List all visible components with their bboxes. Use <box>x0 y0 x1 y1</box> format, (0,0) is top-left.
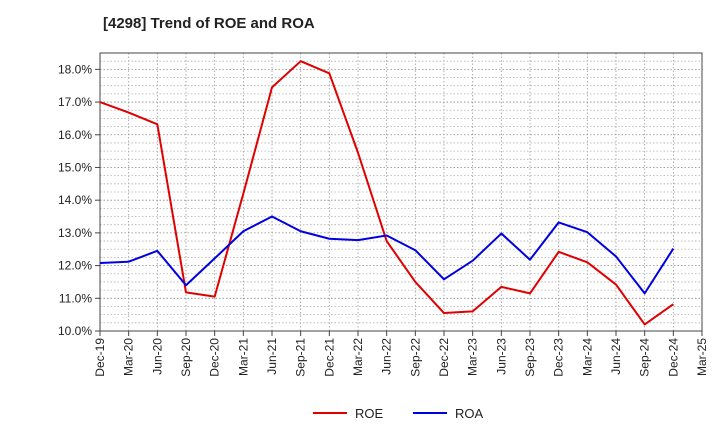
y-tick-label: 16.0% <box>58 128 92 142</box>
x-tick-label: Jun-20 <box>150 338 164 375</box>
y-tick-label: 12.0% <box>58 259 92 273</box>
x-tick-label: Sep-24 <box>638 338 652 377</box>
x-tick-label: Jun-22 <box>380 338 394 375</box>
x-tick-label: Dec-20 <box>208 338 222 377</box>
y-tick-label: 10.0% <box>58 324 92 338</box>
x-tick-label: Sep-21 <box>294 338 308 377</box>
x-tick-label: Jun-24 <box>609 338 623 375</box>
x-tick-label: Dec-22 <box>437 338 451 377</box>
x-tick-label: Jun-23 <box>494 338 508 375</box>
x-tick-label: Sep-20 <box>179 338 193 377</box>
y-tick-label: 13.0% <box>58 226 92 240</box>
x-tick-label: Dec-21 <box>322 338 336 377</box>
x-tick-label: Dec-24 <box>666 338 680 377</box>
y-tick-label: 18.0% <box>58 62 92 76</box>
x-tick-label: Sep-23 <box>523 338 537 377</box>
x-tick-label: Sep-22 <box>408 338 422 377</box>
x-tick-label: Mar-23 <box>466 338 480 376</box>
x-tick-label: Jun-21 <box>265 338 279 375</box>
y-tick-label: 15.0% <box>58 160 92 174</box>
legend-label-roa: ROA <box>455 406 484 421</box>
x-tick-label: Mar-22 <box>351 338 365 376</box>
series-line-roa <box>99 215 675 295</box>
legend-label-roe: ROE <box>355 406 384 421</box>
y-tick-label: 14.0% <box>58 193 92 207</box>
chart-title: [4298] Trend of ROE and ROA <box>103 15 315 32</box>
x-tick-label: Mar-24 <box>580 338 594 376</box>
y-tick-label: 11.0% <box>59 291 92 305</box>
series-line-roe <box>99 60 674 326</box>
x-tick-label: Mar-21 <box>236 338 250 376</box>
plot-frame <box>99 52 703 332</box>
y-tick-label: 17.0% <box>58 95 92 109</box>
x-tick-label: Mar-20 <box>122 338 136 376</box>
x-tick-label: Dec-23 <box>552 338 566 377</box>
x-tick-label: Dec-19 <box>93 338 107 377</box>
x-tick-label: Mar-25 <box>695 338 709 376</box>
